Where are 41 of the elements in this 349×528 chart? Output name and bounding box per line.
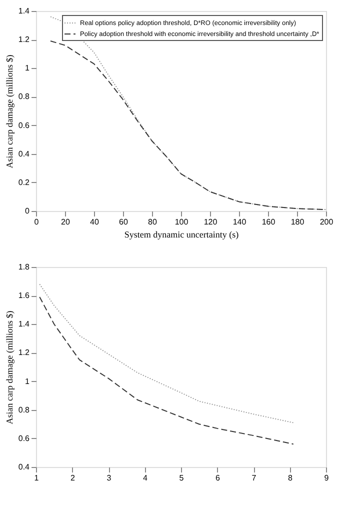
x-tick-label: 0 bbox=[34, 218, 40, 226]
y-tick-label: 0.8 bbox=[18, 405, 30, 414]
x-tick-label: 20 bbox=[61, 218, 70, 226]
y-tick-label: 1.8 bbox=[18, 262, 30, 272]
x-tick-label: 1 bbox=[34, 474, 40, 482]
x-tick-label: 200 bbox=[320, 218, 334, 226]
x-tick-label: 4 bbox=[143, 474, 148, 482]
y-tick-label: 1.6 bbox=[18, 291, 30, 300]
y-tick-label: 0.6 bbox=[18, 120, 30, 130]
y-tick-label: 1.2 bbox=[18, 348, 30, 358]
x-tick-label: 60 bbox=[119, 218, 128, 226]
y-tick-label: 1.2 bbox=[18, 35, 30, 44]
y-axis-title: Asian carp damage (millions $) bbox=[4, 54, 14, 168]
y-tick-label: 0.2 bbox=[18, 178, 30, 187]
x-tick-label: 120 bbox=[204, 218, 218, 226]
y-axis-title: Asian carp damage (millions $) bbox=[4, 310, 14, 424]
y-tick-label: 0.6 bbox=[18, 434, 30, 443]
x-tick-label: 3 bbox=[106, 474, 112, 482]
x-tick-label: 5 bbox=[179, 474, 184, 482]
y-tick-label: 1.4 bbox=[18, 6, 30, 16]
y-tick-label: 1 bbox=[25, 376, 30, 386]
y-tick-label: 1.4 bbox=[18, 320, 30, 329]
x-tick-label: 140 bbox=[232, 218, 247, 226]
y-tick-label: 1 bbox=[25, 64, 30, 73]
x-axis-title: System dynamic uncertainty (s) bbox=[124, 230, 239, 240]
x-tick-label: 9 bbox=[324, 474, 330, 482]
x-tick-label: 6 bbox=[216, 474, 221, 482]
y-tick-label: 0.4 bbox=[18, 462, 30, 472]
y-tick-label: 0 bbox=[25, 206, 30, 216]
x-tick-label: 40 bbox=[90, 218, 100, 226]
x-tick-label: 80 bbox=[148, 218, 158, 226]
x-tick-label: 2 bbox=[70, 474, 76, 482]
x-tick-label: 8 bbox=[288, 474, 294, 482]
line-series bbox=[39, 284, 294, 424]
y-tick-label: 0.8 bbox=[18, 92, 30, 102]
x-tick-label: 100 bbox=[174, 218, 189, 226]
x-tick-label: 7 bbox=[252, 474, 257, 482]
x-tick-label: 160 bbox=[262, 218, 276, 226]
x-tick-label: 180 bbox=[290, 218, 305, 226]
line-series bbox=[39, 296, 294, 445]
y-tick-label: 0.4 bbox=[18, 149, 30, 158]
